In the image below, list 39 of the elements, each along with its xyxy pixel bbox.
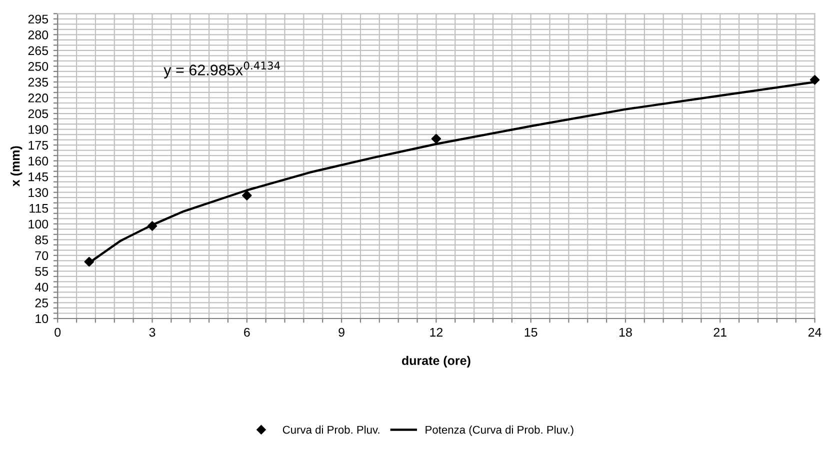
- x-tick-label: 3: [149, 328, 156, 337]
- point: [431, 134, 442, 144]
- y-tick-label: 190: [28, 125, 48, 134]
- x-tick-label: 15: [524, 328, 538, 337]
- x-tick-label: 9: [338, 328, 344, 337]
- y-tick-label: 55: [35, 267, 48, 276]
- x-tick-label: 6: [244, 328, 250, 337]
- x-tick-label: 21: [714, 328, 726, 337]
- y-tick-label: 100: [28, 220, 48, 229]
- y-tick-label: 130: [28, 188, 48, 198]
- x-tick-label: 18: [619, 328, 632, 337]
- legend-label: Potenza (Curva di Prob. Pluv.): [426, 426, 574, 436]
- point: [810, 75, 820, 85]
- annotation: y = 62.985x$^{0.4134}$: [164, 61, 280, 78]
- legend-label: Curva di Prob. Pluv.: [282, 426, 380, 434]
- point: [147, 221, 158, 231]
- y-tick-label: 145: [28, 172, 48, 182]
- y-tick-label: 265: [28, 46, 48, 56]
- y-tick-label: 10: [36, 314, 48, 324]
- y-tick-label: 205: [28, 109, 48, 118]
- y-tick-label: 70: [35, 251, 48, 260]
- point: [84, 256, 94, 267]
- y-tick-label: 295: [28, 14, 48, 24]
- x-tick-label: 0: [54, 328, 61, 337]
- y-tick-label: 25: [35, 298, 48, 308]
- y-tick-label: 40: [34, 282, 48, 292]
- y-tick-label: 115: [30, 204, 48, 213]
- point: [242, 190, 252, 200]
- x-tick-label: 24: [808, 328, 822, 337]
- y-tick-label: 160: [28, 156, 48, 166]
- y-tick-label: 250: [28, 62, 48, 71]
- y-tick-label: 220: [28, 94, 48, 102]
- y-tick-label: 235: [28, 78, 48, 87]
- y-tick-label: 175: [28, 140, 48, 150]
- y-tick-label: 85: [35, 235, 48, 244]
- x-axis-title: durate (ore): [402, 356, 470, 368]
- y-axis-title: x (mm): [10, 146, 22, 186]
- x-tick-label: 12: [430, 328, 443, 337]
- y-tick-label: 280: [28, 30, 48, 40]
